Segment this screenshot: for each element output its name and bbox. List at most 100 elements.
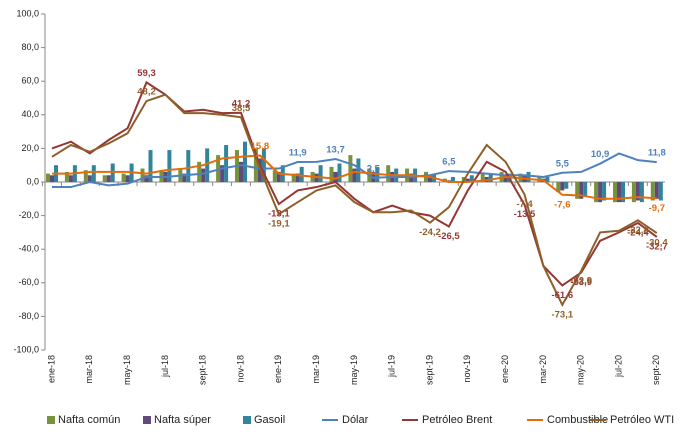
bar <box>621 182 625 203</box>
data-label: 41,2 <box>232 98 251 109</box>
bar <box>348 155 353 182</box>
bar <box>386 165 391 182</box>
bar <box>488 173 493 182</box>
bar <box>337 163 342 182</box>
bar <box>68 175 73 182</box>
x-tick-label: nov-18 <box>235 355 245 383</box>
bar <box>121 173 126 182</box>
bar <box>631 182 636 203</box>
x-tick-label: may-18 <box>122 355 132 385</box>
x-tick-label: sept-18 <box>198 355 208 385</box>
bar <box>617 182 621 203</box>
bar <box>639 182 644 203</box>
bar <box>197 161 202 182</box>
bar <box>182 173 187 182</box>
data-label: -7,6 <box>554 199 570 210</box>
bar <box>102 175 107 182</box>
data-label: 10,9 <box>591 149 610 160</box>
bar <box>329 166 334 182</box>
bar <box>594 182 599 203</box>
bar <box>144 175 149 182</box>
legend-label: Petróleo WTI <box>610 414 674 426</box>
data-label: 6,5 <box>442 157 456 168</box>
data-label: -24,2 <box>419 227 441 238</box>
legend-label: Gasoil <box>254 414 285 426</box>
data-label: -73,1 <box>551 309 573 320</box>
x-tick-label: mar-18 <box>84 355 94 384</box>
y-tick-label: -100,0 <box>13 344 39 354</box>
y-tick-label: 80,0 <box>21 42 39 52</box>
bar <box>560 182 565 191</box>
bar <box>201 168 206 182</box>
y-tick-label: 20,0 <box>21 143 39 153</box>
bar <box>545 176 550 182</box>
legend-label: Combustible <box>547 414 608 426</box>
x-tick-label: sept-20 <box>651 355 661 385</box>
bar <box>220 165 225 182</box>
bar <box>239 161 243 182</box>
bar <box>91 165 96 182</box>
x-tick-label: mar-20 <box>538 355 548 384</box>
data-label: 5,5 <box>556 158 570 169</box>
x-tick-label: may-19 <box>349 355 359 385</box>
bar <box>650 182 655 201</box>
y-tick-label: -20,0 <box>18 210 39 220</box>
bar <box>654 182 659 199</box>
legend-swatch <box>143 416 151 424</box>
x-tick-label: jul-20 <box>613 355 623 378</box>
legend-label: Petróleo Brent <box>422 414 492 426</box>
legend-label: Nafta común <box>58 414 120 426</box>
x-tick-label: ene-19 <box>273 355 283 383</box>
bar <box>186 150 191 182</box>
bar <box>613 182 617 203</box>
x-tick-label: nov-19 <box>462 355 472 383</box>
data-label: -52,9 <box>570 275 592 286</box>
bar <box>450 176 455 182</box>
data-label: 15,8 <box>251 141 270 152</box>
bar <box>148 150 153 182</box>
bar <box>480 173 485 182</box>
bar <box>106 175 111 182</box>
line-series <box>52 152 657 189</box>
bar <box>575 182 580 199</box>
bar <box>352 168 357 182</box>
data-label: -53,9 <box>570 277 592 288</box>
data-label: 11,8 <box>648 148 666 159</box>
data-label: 2,5 <box>367 163 381 174</box>
bar <box>276 171 281 182</box>
x-tick-label: jul-19 <box>387 355 397 378</box>
bar <box>465 178 470 182</box>
legend-label: Dólar <box>342 414 369 426</box>
data-label: -61,6 <box>551 290 573 301</box>
line-series <box>52 154 657 200</box>
bar <box>83 170 88 182</box>
y-tick-label: 0,0 <box>26 176 39 186</box>
bar <box>261 148 266 182</box>
bar <box>295 173 300 182</box>
y-tick-label: 40,0 <box>21 109 39 119</box>
bar <box>579 182 584 199</box>
data-label: 11,9 <box>289 148 307 159</box>
bar <box>216 155 221 182</box>
data-label: 38,5 <box>232 103 251 114</box>
bar <box>299 166 304 182</box>
bar <box>272 170 277 182</box>
legend-swatch <box>47 416 55 424</box>
x-tick-label: sept-19 <box>424 355 434 385</box>
y-tick-label: 60,0 <box>21 76 39 86</box>
y-tick-label: -60,0 <box>18 277 39 287</box>
x-tick-label: ene-20 <box>500 355 510 383</box>
bar <box>556 182 561 193</box>
bar <box>50 175 54 182</box>
data-label: -13,1 <box>268 209 290 220</box>
bar <box>318 165 323 182</box>
data-label: -22,8 <box>627 225 649 236</box>
data-label: -30,4 <box>646 238 668 249</box>
bar <box>428 175 432 182</box>
bar <box>87 175 92 182</box>
bar <box>469 175 474 182</box>
data-label: 13,7 <box>326 144 345 155</box>
y-tick-label: 100,0 <box>16 8 39 18</box>
bar <box>658 182 663 201</box>
